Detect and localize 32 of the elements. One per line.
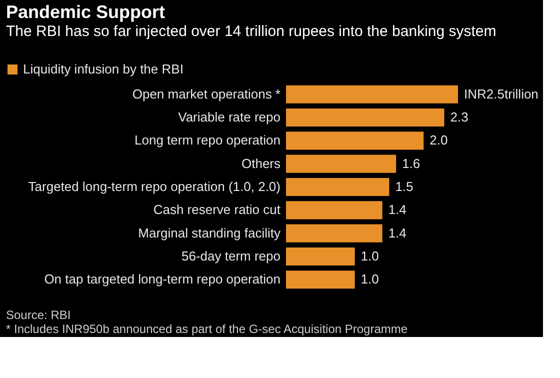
data-label: 2.3 [450,110,468,125]
bar [286,270,355,289]
y-tick-label: Marginal standing facility [138,225,281,240]
y-tick-label: Targeted long-term repo operation (1.0, 2.0) [28,179,280,194]
y-tick-label: Cash reserve ratio cut [153,202,281,218]
bar [286,85,458,104]
bar [286,178,390,196]
data-label: 1.4 [388,202,406,218]
bar [286,247,355,266]
y-tick-label: 56-day term repo [182,248,280,264]
y-tick-label: On tap targeted long-term repo operation [44,272,280,287]
chart-subtitle: The RBI has so far injected over 14 trillion rupees into the banking system [6,23,496,40]
data-label: 1.5 [395,179,414,194]
data-label: 2.0 [430,132,448,148]
bar [286,224,382,242]
bar [286,108,444,127]
data-label: 1.0 [360,248,379,264]
y-tick-label: Open market operations * [132,86,280,102]
text: * Includes INR950b announced as part of the G-sec Acquisition Programme [6,322,408,336]
y-tick-label: Variable rate repo [178,110,280,125]
bar [286,201,382,220]
data-label: 1.6 [402,156,420,171]
data-label: 1.4 [388,225,406,240]
y-tick-label: Long term repo operation [134,132,280,148]
text: Pandemic Support [6,2,166,22]
data-label: 1.0 [360,272,379,287]
y-tick-label: Others [241,156,281,171]
legend-label: Liquidity infusion by the RBI [23,62,184,76]
bar [286,132,424,150]
data-label: INR2.5trillion [464,86,538,102]
source-note: Source: RBI [6,308,71,322]
bar [286,154,396,173]
